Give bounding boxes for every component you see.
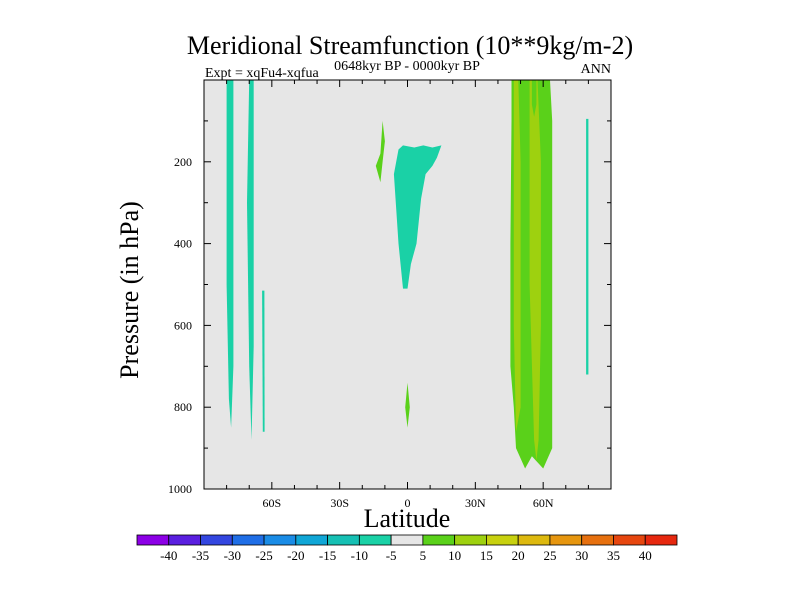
colorbar-swatch	[263, 534, 297, 546]
contour-region-1	[226, 80, 234, 428]
colorbar-swatch	[231, 534, 265, 546]
x-tick-label: 30N	[465, 496, 486, 510]
x-tick-label: 30S	[330, 496, 349, 510]
colorbar-label: 30	[575, 548, 588, 563]
colorbar-swatch	[422, 534, 456, 546]
x-axis-title: Latitude	[364, 504, 451, 533]
season-label: ANN	[581, 62, 611, 77]
colorbar-label: 25	[543, 548, 556, 563]
x-tick-label: 60S	[262, 496, 281, 510]
contour-region-4	[393, 145, 442, 289]
colorbar-label: -40	[160, 548, 177, 563]
colorbar: -40 -35 -30 -25 -20 -15 -10 -5 5 10 15 20 25 30 35 40	[136, 534, 678, 563]
colorbar-label: 15	[480, 548, 493, 563]
y-tick-label: 1000	[168, 482, 192, 496]
colorbar-swatch	[613, 534, 646, 546]
colorbar-label: -30	[224, 548, 241, 563]
y-tick-label: 400	[174, 237, 192, 251]
colorbar-label: -10	[351, 548, 368, 563]
experiment-label: Expt = xqFu4-xqfua	[205, 66, 319, 81]
contour-region-5	[586, 118, 589, 375]
chart-subtitle: 0648kyr BP - 0000kyr BP	[334, 59, 480, 74]
colorbar-swatch	[644, 534, 678, 546]
chart-title: Meridional Streamfunction (10**9kg/m-2)	[187, 31, 633, 60]
colorbar-swatch	[327, 534, 360, 546]
colorbar-swatch	[486, 534, 519, 546]
contour-region-3	[262, 290, 265, 432]
colorbar-swatch	[136, 534, 170, 546]
colorbar-label: -35	[192, 548, 209, 563]
colorbar-label: 40	[639, 548, 652, 563]
x-tick-label: 0	[405, 496, 411, 510]
colorbar-label: -20	[287, 548, 304, 563]
y-tick-label: 200	[174, 155, 192, 169]
colorbar-label: -15	[319, 548, 336, 563]
x-tick-label: 60N	[533, 496, 554, 510]
contour-region-9	[513, 80, 521, 432]
colorbar-label: 10	[448, 548, 461, 563]
y-axis-title: Pressure (in hPa)	[115, 201, 144, 379]
contour-region-10	[529, 80, 541, 461]
colorbar-swatch	[581, 534, 614, 546]
colorbar-label: -5	[386, 548, 397, 563]
y-tick-label: 800	[174, 400, 192, 414]
colorbar-label: 5	[420, 548, 427, 563]
colorbar-swatch	[517, 534, 551, 546]
colorbar-swatch	[295, 534, 328, 546]
colorbar-swatch	[168, 534, 201, 546]
colorbar-label: 35	[607, 548, 620, 563]
contour-region-7	[405, 382, 410, 428]
axes: 60S 30S 0 30N 60N 200 400 600 800 1000	[168, 79, 612, 510]
colorbar-swatch	[390, 534, 424, 546]
contour-region-6	[375, 120, 385, 183]
plot-area	[204, 80, 611, 489]
contour-region-2	[247, 80, 254, 440]
colorbar-label: 20	[512, 548, 525, 563]
colorbar-swatch	[358, 534, 392, 546]
colorbar-swatch	[200, 534, 233, 546]
colorbar-swatch	[549, 534, 583, 546]
colorbar-swatch	[454, 534, 487, 546]
contour-region-11	[531, 80, 537, 117]
y-tick-label: 600	[174, 318, 192, 332]
colorbar-label: -25	[255, 548, 272, 563]
